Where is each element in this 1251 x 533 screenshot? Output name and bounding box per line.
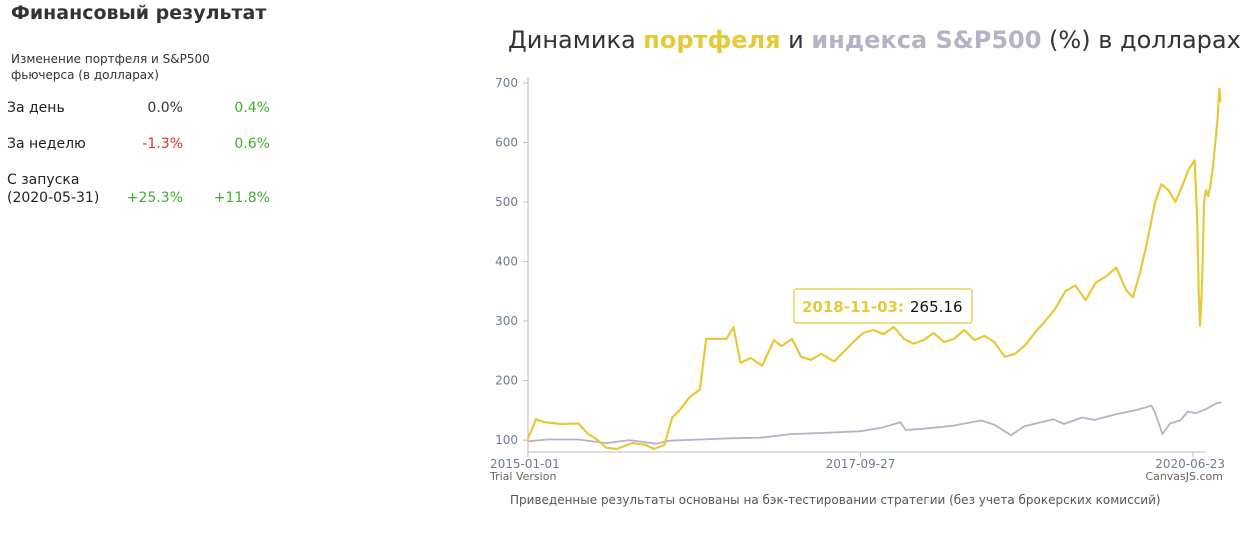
stat-index-value: 0.4% <box>234 100 270 116</box>
portfolio-series-line <box>526 87 1222 451</box>
chart-title-index: индекса S&P500 <box>811 26 1042 54</box>
y-tick-label: 400 <box>495 255 518 269</box>
tooltip-box <box>793 288 973 324</box>
chart-title: Динамика портфеля и индекса S&P500 (%) в… <box>508 26 1241 54</box>
section-title: Финансовый результат <box>11 2 267 24</box>
x-tick-label: 2017-09-27 <box>826 457 896 471</box>
y-tick-label: 500 <box>495 195 518 209</box>
stat-label: С запуска (2020-05-31) <box>7 172 100 206</box>
tooltip-value: 265.16 <box>910 298 963 316</box>
chart-title-prefix: Динамика <box>508 26 644 54</box>
stats-header: Изменение портфеля и S&P500 фьючерса (в … <box>11 52 210 82</box>
x-tick-label: 2020-06-23 <box>1155 457 1225 471</box>
financial-results-panel: Финансовый результат Изменение портфеля … <box>0 0 300 533</box>
watermark-canvasjs: CanvasJS.com <box>1145 470 1223 483</box>
stat-portfolio-value: +25.3% <box>126 190 183 206</box>
y-tick-label: 100 <box>495 433 518 447</box>
chart-title-mid: и <box>780 26 812 54</box>
chart-title-portfolio: портфеля <box>643 26 781 54</box>
stat-index-value: 0.6% <box>234 136 270 152</box>
y-tick-label: 700 <box>495 76 518 90</box>
stat-label: За день <box>7 100 65 116</box>
tooltip-date: 2018-11-03: <box>802 298 904 316</box>
index-series-line <box>527 401 1222 445</box>
stat-portfolio-value: -1.3% <box>142 136 183 152</box>
stat-label: За неделю <box>7 136 86 152</box>
y-tick-label: 300 <box>495 314 518 328</box>
chart-footnote: Приведенные результаты основаны на бэк-т… <box>510 493 1161 507</box>
watermark-trial-version: Trial Version <box>489 470 556 483</box>
stat-index-value: +11.8% <box>213 190 270 206</box>
y-tick-label: 200 <box>495 374 518 388</box>
y-tick-label: 600 <box>495 136 518 150</box>
chart-panel: Динамика портфеля и индекса S&P500 (%) в… <box>470 0 1251 533</box>
chart-title-suffix: (%) в долларах <box>1041 26 1241 54</box>
x-tick-label: 2015-01-01 <box>490 457 560 471</box>
stat-portfolio-value: 0.0% <box>147 100 183 116</box>
line-chart[interactable]: 100 200 300 400 500 600 700 2015-01-01 2017-09-2… <box>470 0 1251 490</box>
